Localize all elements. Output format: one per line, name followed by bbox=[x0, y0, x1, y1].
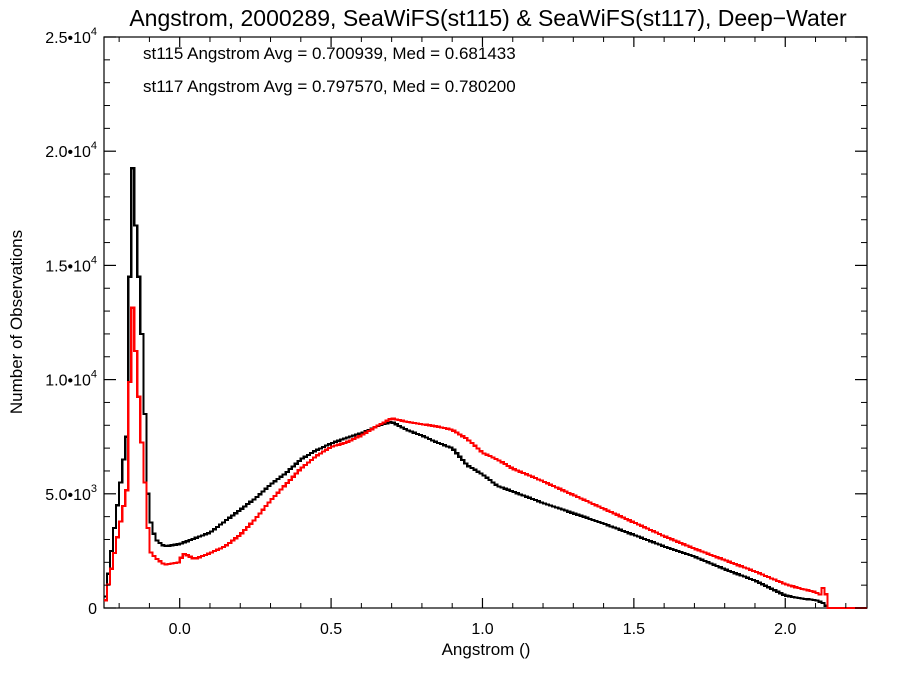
st117-stats-annotation: st117 Angstrom Avg = 0.797570, Med = 0.7… bbox=[143, 77, 516, 96]
x-axis-ticks: 0.0 0.5 1.0 1.5 2.0 bbox=[118, 37, 847, 638]
y-tick-label: 0 bbox=[88, 601, 97, 618]
y-tick-label: 1.5•104 bbox=[45, 254, 97, 275]
x-tick-label: 0.5 bbox=[320, 621, 342, 638]
y-tick-label: 5.0•103 bbox=[45, 483, 97, 504]
x-tick-label: 0.0 bbox=[169, 621, 191, 638]
series-0-line bbox=[104, 167, 867, 610]
series-layer bbox=[104, 167, 867, 610]
series-1-line bbox=[104, 306, 867, 610]
y-axis-label: Number of Observations bbox=[7, 230, 26, 414]
x-tick-label: 2.0 bbox=[774, 621, 796, 638]
y-tick-label: 1.0•104 bbox=[45, 369, 97, 390]
y-axis-ticks: 0 5.0•103 1.0•104 1.5•104 2.0•104 2.5•104 bbox=[45, 26, 867, 618]
y-tick-label: 2.5•104 bbox=[45, 26, 97, 47]
x-tick-label: 1.0 bbox=[471, 621, 493, 638]
y-tick-label: 2.0•104 bbox=[45, 140, 97, 161]
chart-title: Angstrom, 2000289, SeaWiFS(st115) & SeaW… bbox=[129, 5, 847, 31]
x-axis-label: Angstrom () bbox=[442, 640, 531, 659]
x-tick-label: 1.5 bbox=[623, 621, 645, 638]
st115-stats-annotation: st115 Angstrom Avg = 0.700939, Med = 0.6… bbox=[143, 44, 516, 63]
plot-area-frame bbox=[103, 36, 868, 609]
